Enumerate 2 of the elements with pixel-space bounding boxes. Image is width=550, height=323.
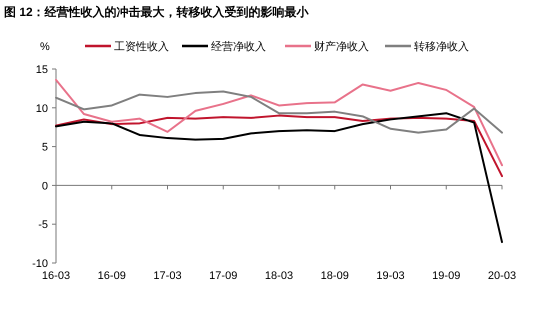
title: 图 12：经营性收入的冲击最大，转移收入受到的影响最小	[4, 5, 309, 19]
ylabel: %	[40, 41, 50, 53]
